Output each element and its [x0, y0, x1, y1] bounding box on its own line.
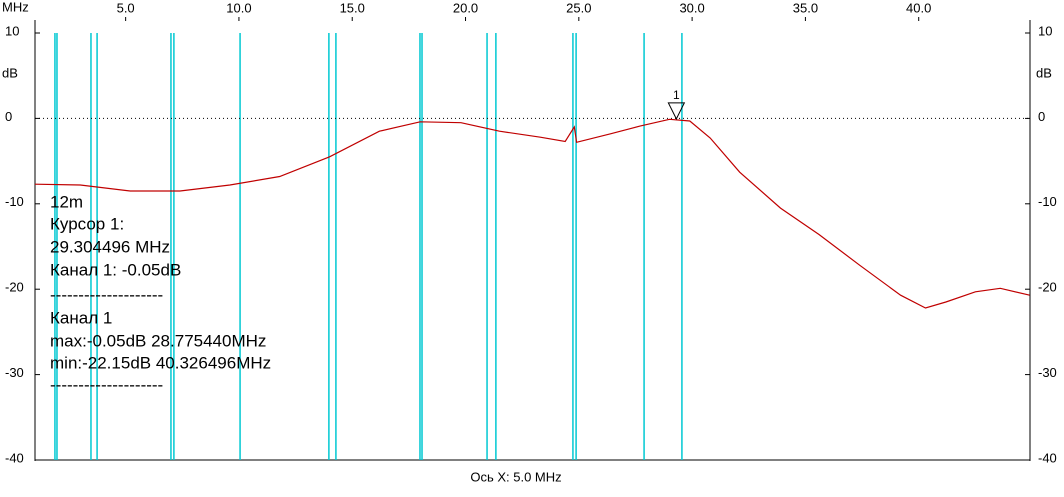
y-tick-label: 0 [5, 109, 12, 124]
y-tick-label: 10 [5, 23, 19, 38]
cursor-label: 1 [673, 88, 680, 102]
annotation: 29.304496 MHz [50, 237, 170, 256]
cursor-marker [667, 102, 686, 120]
x-tick-label: 10.0 [226, 0, 251, 15]
annotation: max:-0.05dB 28.775440MHz [50, 331, 266, 350]
y2-tick-label: 10 [1038, 23, 1052, 38]
y-unit: dB [2, 65, 18, 80]
y2-tick-label: -20 [1038, 280, 1057, 295]
y-tick-label: -20 [5, 280, 24, 295]
annotation: -------------------- [50, 285, 163, 304]
x-tick-label: 30.0 [679, 0, 704, 15]
annotation: Канал 1: -0.05dB [50, 260, 181, 279]
y2-unit: dB [1036, 65, 1052, 80]
x-tick-label: 40.0 [906, 0, 931, 15]
x-tick-label: 15.0 [340, 0, 365, 15]
x-tick-label: 35.0 [793, 0, 818, 15]
y-tick-label: -40 [5, 450, 24, 465]
y-tick-label: -10 [5, 194, 24, 209]
y2-tick-label: 0 [1038, 109, 1045, 124]
annotation: 12m [50, 192, 83, 211]
y-tick-label: -30 [5, 365, 24, 380]
annotation: Канал 1 [50, 308, 112, 327]
y2-tick-label: -10 [1038, 194, 1057, 209]
annotation: Курсор 1: [50, 214, 124, 233]
annotation: -------------------- [50, 375, 163, 394]
y2-tick-label: -30 [1038, 365, 1057, 380]
x-tick-label: 20.0 [453, 0, 478, 15]
response-curve [34, 118, 1030, 309]
x-unit: MHz [2, 0, 29, 14]
x-tick-label: 25.0 [566, 0, 591, 15]
y2-tick-label: -40 [1038, 450, 1057, 465]
x-tick-label: 5.0 [117, 0, 135, 15]
annotation: min:-22.15dB 40.326496MHz [50, 353, 271, 372]
x-axis-label: Ось X: 5.0 MHz [470, 469, 561, 484]
